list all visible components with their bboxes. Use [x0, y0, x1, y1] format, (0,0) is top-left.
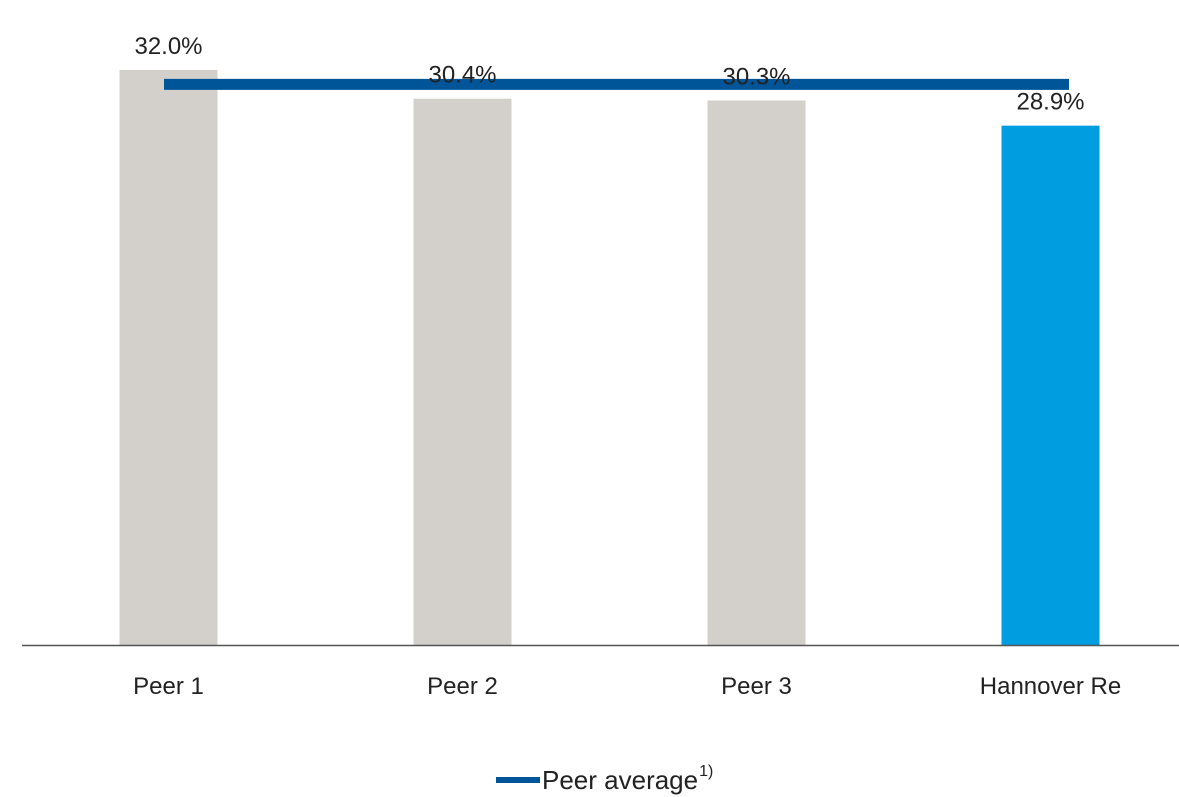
- x-tick-label-peer-3: Peer 3: [721, 673, 792, 700]
- bar-peer-1: [119, 69, 218, 645]
- bar-hannover-re: [1001, 125, 1100, 646]
- bar-peer-2: [413, 98, 512, 646]
- bars-layer: [119, 69, 1100, 646]
- data-label-hannover-re: 28.9%: [1016, 89, 1084, 116]
- labels-layer: 32.0% Peer 1 30.4% Peer 2 30.3% Peer 3 28.9% Ha…: [133, 33, 1121, 700]
- data-label-peer-2: 30.4%: [428, 62, 496, 89]
- legend-footnote: 1): [699, 763, 713, 780]
- legend: Peer average1): [496, 763, 713, 795]
- data-label-peer-3: 30.3%: [722, 64, 790, 91]
- legend-label-peer-average: Peer average1): [542, 763, 713, 795]
- x-tick-label-peer-2: Peer 2: [427, 673, 498, 700]
- x-tick-label-hannover-re: Hannover Re: [980, 673, 1121, 700]
- data-label-peer-1: 32.0%: [134, 33, 202, 60]
- legend-label-text: Peer average: [542, 765, 698, 795]
- bar-peer-3: [707, 100, 806, 645]
- x-tick-label-peer-1: Peer 1: [133, 673, 204, 700]
